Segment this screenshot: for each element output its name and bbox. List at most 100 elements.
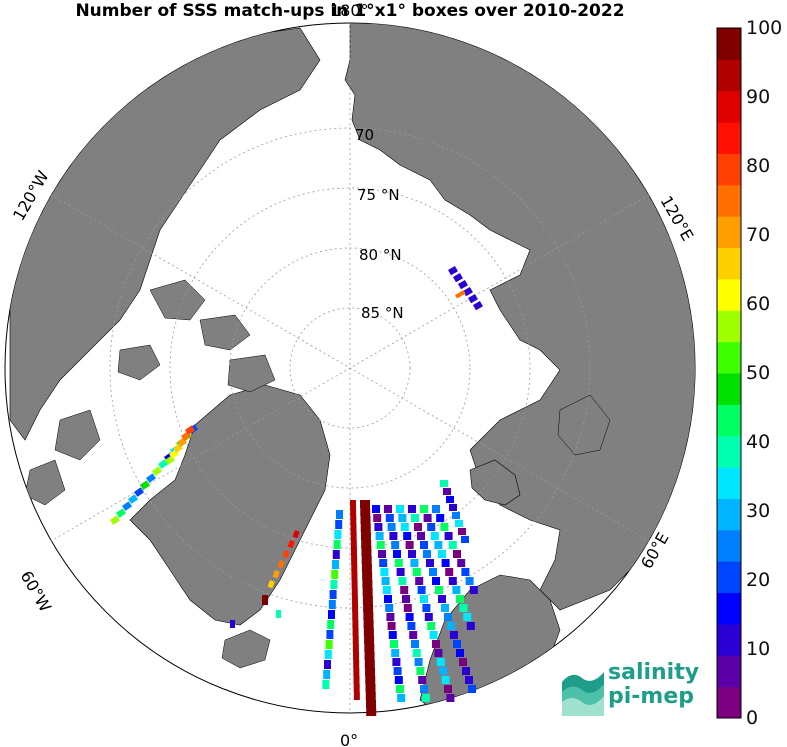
matchup-cell [422,604,431,612]
graticule [50,23,650,713]
matchup-cell [324,660,331,669]
matchup-cell [432,640,440,648]
matchup-cell [411,514,419,522]
matchup-cells [110,266,483,716]
matchup-cell [453,550,461,558]
colorbar-tick-50: 50 [746,362,771,384]
matchup-cell [351,588,358,596]
matchup-cell [408,505,416,513]
land-iceland [221,629,271,669]
lat-label-80: 80 °N [359,246,402,264]
matchup-cell [441,559,450,567]
colorbar-segment [717,529,741,562]
matchup-cell [139,480,150,490]
matchup-cell [363,620,374,628]
matchup-cell [453,273,463,283]
matchup-cell [432,505,440,513]
matchup-cell [360,508,371,516]
matchup-cell [352,620,359,628]
matchup-cell [444,613,452,621]
colorbar-segment [717,184,741,217]
matchup-cell [365,684,376,692]
colorbar-segment [717,310,741,343]
matchup-cell [393,667,402,675]
matchup-cell [350,540,357,548]
matchup-cell [457,559,466,567]
matchup-cell [146,473,156,483]
matchup-cell [397,694,406,702]
matchup-cell [353,652,360,660]
matchup-cell [423,550,431,558]
matchup-cell [465,676,473,684]
matchup-cell [230,620,235,628]
matchup-cell [372,505,380,513]
matchup-cell [458,528,466,535]
matchup-cell [459,604,468,612]
matchup-cell [329,590,337,599]
matchup-cell [452,512,460,519]
matchup-cell [328,610,335,619]
colorbar-segment [717,561,741,594]
matchup-cell [447,266,458,276]
matchup-cell [456,595,464,603]
matchup-cell [327,620,335,629]
colorbar-frame [716,27,742,719]
matchup-cell [380,568,389,576]
matchup-cell [386,613,395,621]
matchup-cell [396,685,404,693]
matchup-cell [276,610,281,618]
matchup-cell [379,559,388,567]
matchup-cell [412,568,421,576]
matchup-cell [360,524,371,532]
matchup-cell [335,520,343,529]
matchup-cell [287,539,295,549]
matchup-cell [427,523,436,531]
matchup-cell [353,668,360,676]
matchup-cell [420,505,428,513]
matchup-cell [403,604,412,612]
lon-label-60w: 60°W [17,568,56,616]
matchup-cell [393,550,401,558]
pimep-logo: salinity pi-mep [560,660,700,720]
matchup-cell [400,523,409,531]
matchup-cell [412,649,421,657]
matchup-cell [438,595,446,603]
matchup-cell [453,640,461,648]
matchup-cell [429,568,437,576]
matchup-cell [465,577,474,585]
matchup-cell [423,514,432,522]
matchup-cell [400,586,409,594]
colorbar-tick-70: 70 [746,224,771,246]
matchup-cell [364,660,375,668]
matchup-cell [157,459,168,469]
matchup-cell [325,640,333,649]
wave-logo-icon [562,672,604,716]
matchup-cell [332,550,340,559]
matchup-cell [361,540,372,548]
matchup-cell [366,708,377,716]
figure-title: Number of SSS match-ups in 1°x1° boxes o… [75,1,625,21]
colorbar-tick-0: 0 [746,707,759,729]
matchup-cell [455,289,466,299]
matchup-cell [330,580,338,589]
land-svalbard [469,459,521,506]
matchup-cell [336,510,343,519]
colorbar-segment [717,435,741,468]
colorbar-segment [717,655,741,688]
colorbar-tick-40: 40 [746,431,771,453]
matchup-cell [444,532,453,540]
matchup-cell [420,595,428,603]
matchup-cell [440,523,449,531]
matchup-cell [418,676,427,684]
matchup-cell [152,466,162,476]
colorbar-segment [717,467,741,499]
matchup-cell [449,504,457,511]
matchup-cell [432,577,440,585]
matchup-cell [461,568,470,576]
matchup-cell [462,667,470,675]
colorbar-segment [717,247,741,280]
matchup-cell [472,301,483,311]
matchup-cell [350,516,357,524]
matchup-cell [398,577,407,585]
matchup-cell [446,496,454,503]
